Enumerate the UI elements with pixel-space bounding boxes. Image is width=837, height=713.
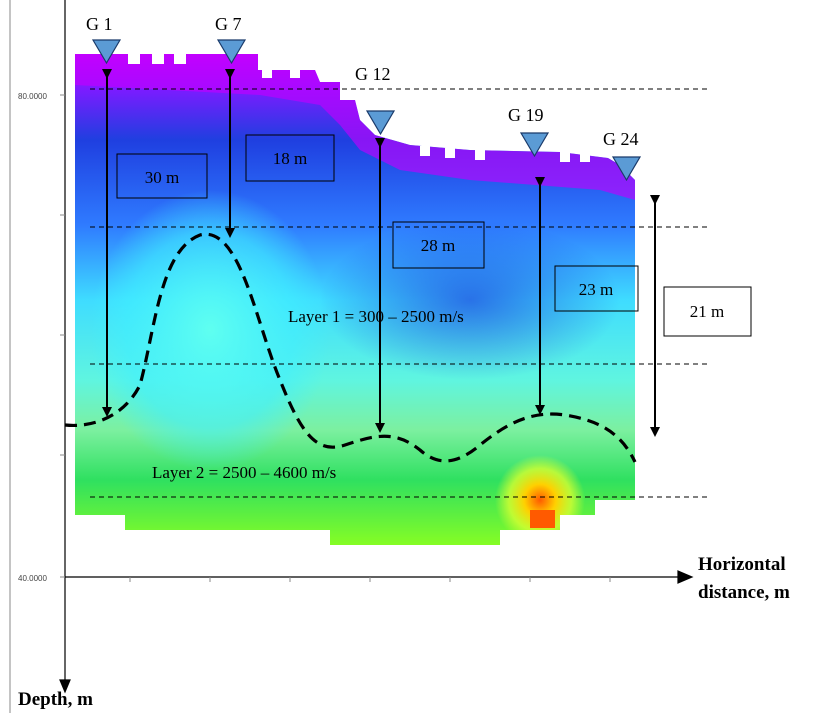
geophone-marker-g19	[519, 132, 550, 158]
axes	[9, 0, 694, 713]
thickness-label-30m: 30 m	[145, 168, 179, 187]
y-axis-title: Depth, m	[18, 689, 93, 710]
thickness-label-18m: 18 m	[273, 149, 307, 168]
reference-dashed-lines	[90, 88, 710, 498]
y-axis-arrowhead	[59, 679, 71, 694]
x-axis-arrowhead	[677, 570, 694, 584]
x-axis-title-line2: distance, m	[698, 582, 790, 603]
geophone-label-g1: G 1	[86, 14, 113, 34]
y-axis-ticks	[60, 94, 65, 578]
geophone-marker-g12	[365, 110, 396, 136]
thickness-box-23m: 23 m	[554, 265, 639, 312]
thickness-label-21m: 21 m	[690, 302, 724, 321]
layer-1-label: Layer 1 = 300 – 2500 m/s	[288, 307, 464, 326]
layer-boundary-curve	[64, 232, 637, 463]
geophone-marker-g7	[216, 39, 247, 65]
y-tick-40: 40.0000	[18, 574, 47, 583]
geophone-label-g24: G 24	[603, 129, 639, 149]
thickness-label-28m: 28 m	[421, 236, 455, 255]
thickness-label-23m: 23 m	[579, 280, 613, 299]
x-axis-title-line1: Horizontal	[698, 554, 786, 575]
geophone-marker-g24	[611, 156, 642, 182]
geophone-label-g19: G 19	[508, 105, 544, 125]
thickness-box-21m: 21 m	[663, 286, 752, 337]
layer-2-label: Layer 2 = 2500 – 4600 m/s	[152, 463, 336, 482]
geophone-label-g12: G 12	[355, 64, 391, 84]
thickness-box-30m: 30 m	[116, 153, 208, 199]
geophone-markers	[91, 39, 642, 182]
x-axis-ticks	[129, 577, 611, 582]
geophone-label-g7: G 7	[215, 14, 242, 34]
surface-notches	[128, 54, 590, 162]
thickness-arrows	[102, 69, 660, 437]
thickness-box-28m: 28 m	[392, 221, 485, 269]
thickness-box-18m: 18 m	[245, 134, 335, 182]
y-tick-80: 80.0000	[18, 92, 47, 101]
geophone-marker-g1	[91, 39, 122, 65]
